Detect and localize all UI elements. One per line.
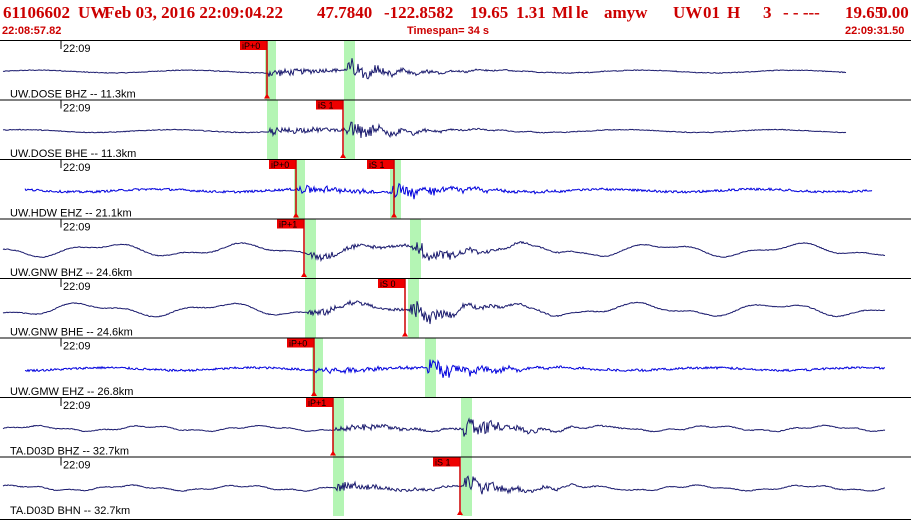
magnitude-type: Ml [552, 3, 573, 22]
pick-label-box[interactable] [287, 338, 314, 348]
pick-triangle-icon [330, 450, 336, 456]
pick-label: iP+0 [271, 160, 289, 170]
panel-time-label: 22:09 [63, 222, 91, 234]
waveform-trace [2, 417, 886, 437]
pick-label: iS 1 [318, 101, 334, 111]
timespan: Timespan= 34 s [407, 25, 490, 37]
waveform-trace [2, 475, 885, 495]
waveform-trace [2, 241, 886, 263]
pick-label-box[interactable] [306, 398, 333, 407]
pick-window [390, 160, 401, 219]
panel-time-label: 22:09 [63, 400, 91, 412]
longitude: -122.8582 [384, 3, 454, 22]
pick-label-box[interactable] [433, 457, 460, 467]
depth-secondary: 19.65 [845, 3, 884, 22]
pick-triangle-icon [293, 212, 299, 218]
pick-triangle-icon [311, 391, 317, 396]
station-label: UW.GMW EHZ -- 26.8km [10, 386, 133, 398]
pick-label: iP+0 [289, 339, 307, 349]
pick-label-box[interactable] [316, 100, 343, 110]
panel-time-label: 22:09 [63, 341, 91, 353]
panel-time-label: 22:09 [63, 103, 91, 115]
seismogram-panel[interactable]: 22:09 iP+0 UW.GMW EHZ -- 26.8km [0, 337, 911, 398]
pick-label: iP+1 [308, 398, 326, 408]
location-flag: le [576, 3, 589, 22]
latitude: 47.7840 [317, 3, 373, 22]
event-summary-header: 61106602 UW Feb 03, 2016 22:09:04.22 47.… [0, 0, 911, 26]
seismogram-panel[interactable]: 22:09 iP+1 TA.D03D BHZ -- 32.7km [0, 397, 911, 458]
start-time: 22:08:57.82 [2, 25, 62, 37]
pick-label: iS 1 [435, 458, 451, 468]
panel-time-label: 22:09 [63, 162, 91, 174]
pick-window [333, 457, 344, 516]
quality: 3 [763, 3, 772, 22]
event-id: 61106602 [3, 3, 71, 22]
seismogram-panel[interactable]: 22:09 iP+1 UW.GNW BHZ -- 24.6km [0, 218, 911, 279]
pick-triangle-icon [402, 331, 408, 337]
pick-label: iS 1 [369, 160, 385, 170]
author: amyw [604, 3, 648, 22]
station-label: UW.GNW BHZ -- 24.6km [10, 267, 132, 279]
pick-window [265, 41, 276, 100]
pick-triangle-icon [457, 510, 463, 515]
station-label: UW.DOSE BHE -- 11.3km [10, 148, 136, 160]
seismogram-panel[interactable]: 22:09 iP+0 UW.DOSE BHZ -- 11.3km [0, 40, 911, 101]
seismogram-panel[interactable]: 22:09 iP+0 iS 1 UW.HDW EHZ -- 21.1km [0, 159, 911, 220]
pick-label: iS 0 [380, 279, 396, 289]
network-code: UW [78, 3, 108, 22]
pick-window [312, 338, 323, 397]
panel-time-label: 22:09 [63, 281, 91, 293]
panel-time-label: 22:09 [63, 460, 91, 472]
pick-window [333, 398, 344, 457]
seismogram-panel[interactable]: 22:09 iS 0 UW.GNW BHE -- 24.6km [0, 278, 911, 339]
waveform-trace [2, 58, 847, 80]
pick-label-box[interactable] [240, 41, 267, 50]
station-label: UW.GNW BHE -- 24.6km [10, 327, 133, 339]
rms: 0.00 [879, 3, 909, 22]
station-label: TA.D03D BHZ -- 32.7km [10, 446, 129, 458]
pick-window [305, 279, 316, 338]
extra-fields: - - --- [783, 3, 820, 22]
magnitude: 1.31 [516, 3, 546, 22]
version: 01 [703, 3, 720, 22]
station-label: UW.DOSE BHZ -- 11.3km [10, 89, 136, 101]
pick-triangle-icon [340, 153, 346, 158]
source: UW [673, 3, 703, 22]
pick-label-box[interactable] [269, 160, 296, 169]
pick-triangle-icon [264, 93, 270, 99]
depth: 19.65 [470, 3, 509, 22]
pick-triangle-icon [391, 212, 397, 218]
pick-label: iP+1 [279, 220, 297, 230]
pick-label-box[interactable] [277, 219, 304, 229]
pick-window [305, 219, 316, 278]
pick-window [408, 279, 419, 338]
time-range-bar: 22:08:57.82 Timespan= 34 s 22:09:31.50 [0, 24, 911, 40]
pick-window [344, 41, 355, 100]
end-time: 22:09:31.50 [845, 25, 905, 37]
station-label: TA.D03D BHN -- 32.7km [10, 505, 130, 517]
station-label: UW.HDW EHZ -- 21.1km [10, 208, 132, 220]
pick-label: iP+0 [242, 41, 260, 51]
panel-time-label: 22:09 [63, 43, 91, 55]
seismogram-panel[interactable]: 22:09 iS 1 TA.D03D BHN -- 32.7km [0, 456, 911, 517]
seismogram-panel[interactable]: 22:09 iS 1 UW.DOSE BHE -- 11.3km [0, 99, 911, 160]
waveform-trace [24, 359, 886, 378]
waveform-trace [2, 299, 886, 325]
pick-triangle-icon [301, 272, 307, 277]
waveform-trace [2, 121, 847, 139]
seismogram-panels[interactable]: 22:09 iP+0 UW.DOSE BHZ -- 11.3km 22:09 iS 1 U… [0, 40, 911, 520]
pick-label-box[interactable] [367, 160, 394, 169]
waveform-trace [24, 182, 873, 200]
pick-label-box[interactable] [378, 279, 405, 288]
event-type: H [727, 3, 741, 22]
event-datetime: Feb 03, 2016 22:09:04.22 [104, 3, 283, 22]
